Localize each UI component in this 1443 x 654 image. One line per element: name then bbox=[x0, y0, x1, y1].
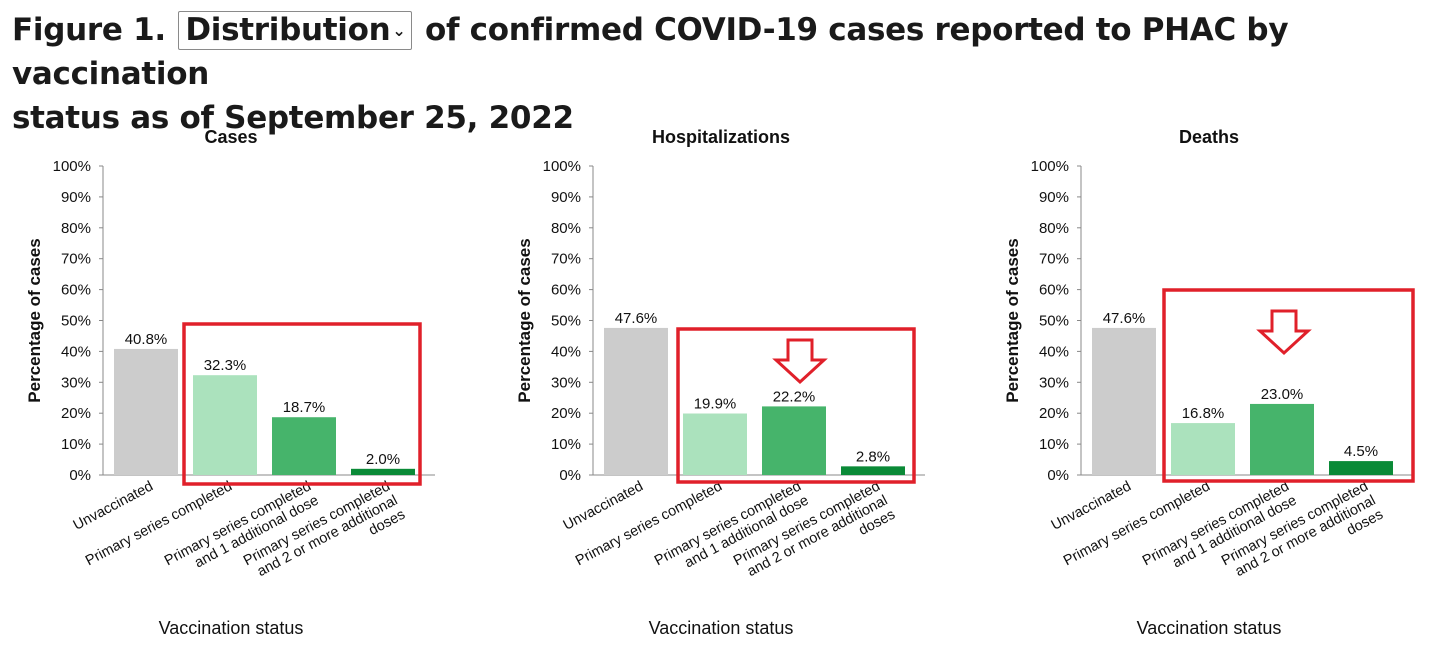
bar bbox=[683, 413, 747, 475]
category-label: Primary series completedand 2 or more ad… bbox=[731, 478, 898, 597]
highlight-box bbox=[1162, 288, 1415, 483]
y-tick-label: 80% bbox=[1039, 220, 1069, 237]
data-label: 23.0% bbox=[1261, 386, 1304, 403]
data-label: 2.8% bbox=[856, 448, 890, 465]
chart-cases: 0% 10% 20% 30% 40% 50% 60% 70% 80% 90% 100% Cases Pe… bbox=[25, 127, 435, 638]
x-axis-title: Vaccination status bbox=[649, 618, 794, 638]
down-arrow-icon bbox=[772, 338, 828, 385]
y-tick-label: 50% bbox=[1039, 313, 1069, 330]
figure-number: Figure 1. bbox=[12, 12, 166, 48]
x-axis-title: Vaccination status bbox=[159, 618, 304, 638]
y-tick-label: 90% bbox=[1039, 189, 1069, 206]
highlight-box bbox=[676, 327, 916, 484]
figure-title-line1: of confirmed COVID-19 cases reported to … bbox=[12, 12, 1289, 92]
y-tick-label: 80% bbox=[551, 220, 581, 237]
figure-heading: Figure 1. Distribution ⌄ of confirmed COV… bbox=[12, 8, 1432, 140]
x-axis-title: Vaccination status bbox=[1137, 618, 1282, 638]
y-tick-label: 0% bbox=[1047, 467, 1069, 484]
y-tick-label: 70% bbox=[551, 251, 581, 268]
data-label: 18.7% bbox=[283, 399, 326, 416]
y-tick-label: 70% bbox=[61, 251, 91, 268]
y-axis-title: Percentage of cases bbox=[25, 238, 44, 402]
y-axis-title: Percentage of cases bbox=[515, 238, 534, 402]
y-tick-label: 30% bbox=[61, 374, 91, 391]
y-tick-label: 0% bbox=[69, 467, 91, 484]
chart-hospitalizations: 0% 10% 20% 30% 40% 50% 60% 70% 80% 90% 100% Hospita… bbox=[515, 127, 925, 638]
chevron-down-icon: ⌄ bbox=[392, 21, 406, 40]
data-label: 19.9% bbox=[694, 396, 737, 413]
chart-title: Deaths bbox=[1179, 127, 1239, 147]
y-tick-label: 10% bbox=[551, 436, 581, 453]
bar bbox=[1171, 423, 1235, 475]
category-label: Primary series completedand 2 or more ad… bbox=[1219, 478, 1386, 597]
bar bbox=[1250, 403, 1314, 475]
y-tick-label: 20% bbox=[551, 405, 581, 422]
figure-title-line2: status as of September 25, 2022 bbox=[12, 100, 574, 136]
y-tick-label: 90% bbox=[551, 189, 581, 206]
data-label: 4.5% bbox=[1344, 443, 1378, 460]
bar bbox=[1329, 461, 1393, 475]
y-tick-label: 60% bbox=[1039, 282, 1069, 299]
data-label: 47.6% bbox=[615, 310, 658, 327]
data-label: 22.2% bbox=[773, 388, 816, 405]
y-tick-label: 50% bbox=[551, 313, 581, 330]
data-label: 47.6% bbox=[1103, 310, 1146, 327]
chart-deaths: 0% 10% 20% 30% 40% 50% 60% 70% 80% 90% 100% Deaths P… bbox=[1003, 127, 1415, 638]
y-tick-label: 10% bbox=[1039, 436, 1069, 453]
y-tick-label: 100% bbox=[543, 158, 581, 175]
bar bbox=[604, 327, 668, 475]
y-tick-label: 90% bbox=[61, 189, 91, 206]
bar bbox=[1092, 327, 1156, 475]
y-tick-label: 60% bbox=[61, 282, 91, 299]
bar bbox=[351, 468, 415, 475]
y-tick-label: 20% bbox=[1039, 405, 1069, 422]
y-tick-label: 40% bbox=[551, 343, 581, 360]
data-label: 2.0% bbox=[366, 451, 400, 468]
charts-area: 0% 10% 20% 30% 40% 50% 60% 70% 80% 90% 100% Cases Pe… bbox=[25, 127, 1415, 638]
bar bbox=[114, 348, 178, 475]
y-tick-label: 100% bbox=[53, 158, 91, 175]
highlight-box bbox=[182, 322, 422, 486]
chart-title: Hospitalizations bbox=[652, 127, 790, 147]
y-tick-label: 50% bbox=[61, 313, 91, 330]
data-label: 32.3% bbox=[204, 357, 247, 374]
y-tick-label: 40% bbox=[61, 343, 91, 360]
y-tick-label: 30% bbox=[551, 374, 581, 391]
y-tick-label: 80% bbox=[61, 220, 91, 237]
y-tick-label: 10% bbox=[61, 436, 91, 453]
y-tick-label: 70% bbox=[1039, 251, 1069, 268]
category-label: Primary series completedand 2 or more ad… bbox=[241, 478, 408, 597]
y-tick-label: 20% bbox=[61, 405, 91, 422]
down-arrow-icon bbox=[1256, 309, 1312, 356]
data-label: 16.8% bbox=[1182, 405, 1225, 422]
bar bbox=[272, 417, 336, 475]
y-tick-label: 30% bbox=[1039, 374, 1069, 391]
metric-dropdown-value: Distribution bbox=[185, 12, 391, 48]
y-tick-label: 100% bbox=[1031, 158, 1069, 175]
metric-dropdown[interactable]: Distribution ⌄ bbox=[178, 11, 413, 50]
y-axis-title: Percentage of cases bbox=[1003, 238, 1022, 402]
data-label: 40.8% bbox=[125, 331, 168, 348]
chart-title: Cases bbox=[204, 127, 257, 147]
y-tick-label: 60% bbox=[551, 282, 581, 299]
bar bbox=[193, 375, 257, 475]
bar bbox=[841, 466, 905, 475]
y-tick-label: 40% bbox=[1039, 343, 1069, 360]
bar bbox=[762, 406, 826, 475]
y-tick-label: 0% bbox=[559, 467, 581, 484]
